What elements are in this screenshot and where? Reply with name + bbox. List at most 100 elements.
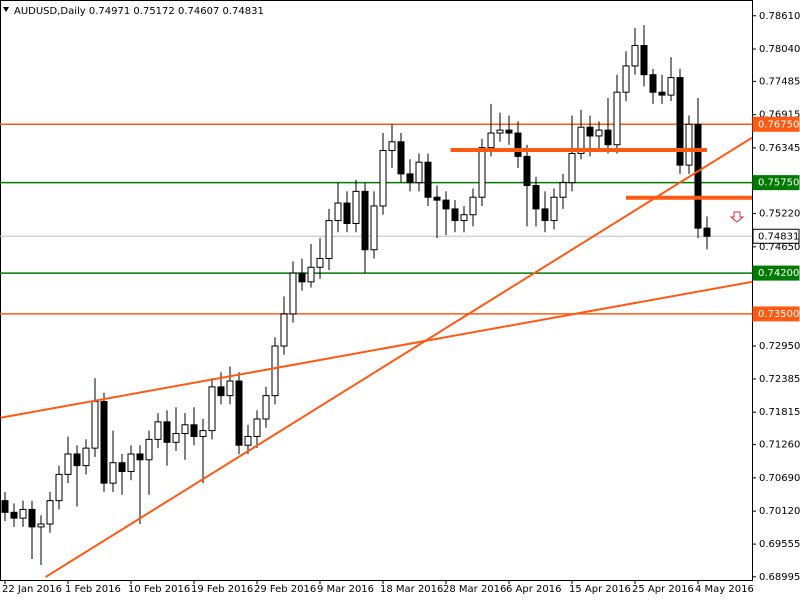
candle-body [550, 196, 558, 222]
sell-arrow [729, 211, 745, 223]
candle-body [640, 45, 648, 76]
candle-body [442, 199, 450, 210]
candle-body [676, 77, 684, 166]
price-tag-label: 0.75750 [758, 178, 799, 189]
candle-body [145, 438, 153, 461]
candle-body [127, 453, 135, 472]
candle-body [190, 424, 198, 437]
candle-body [622, 65, 630, 93]
candle-body [334, 202, 342, 222]
y-tick-label: 0.76915 [759, 110, 800, 121]
plot-frame [0, 0, 753, 581]
candle-body [307, 266, 315, 283]
candle-body [298, 272, 306, 283]
candle-body [523, 155, 531, 187]
candle-body [118, 462, 126, 472]
y-tick-label: 0.78040 [759, 44, 800, 55]
candle-body [109, 462, 117, 484]
plot-area [0, 25, 752, 578]
candle-body [379, 150, 387, 207]
price-tag-label: 0.74831 [758, 231, 799, 242]
candle-body [424, 161, 432, 198]
candle-body [469, 196, 477, 216]
candle-body [37, 523, 45, 528]
candle-body [388, 141, 396, 152]
x-tick-label: 10 Feb 2016 [128, 584, 190, 595]
x-tick-label: 4 May 2016 [695, 584, 754, 595]
y-tick-label: 0.72385 [759, 374, 800, 385]
candle-body [685, 123, 693, 166]
candle-body [46, 500, 54, 525]
x-tick-label: 18 Mar 2016 [380, 584, 443, 595]
candle-body [451, 208, 459, 222]
y-tick-label: 0.72950 [759, 341, 800, 352]
y-tick-label: 0.74650 [759, 242, 800, 253]
price-tag [752, 228, 800, 244]
x-tick-label: 6 Apr 2016 [506, 584, 561, 595]
candle-body [64, 453, 72, 475]
candle-body [370, 205, 378, 251]
candle-body [532, 185, 540, 210]
candle-body [586, 126, 594, 137]
price-tag-label: 0.76750 [758, 119, 799, 130]
candle-body [199, 430, 207, 437]
y-tick-label: 0.75220 [759, 209, 800, 220]
candle-body [649, 74, 657, 93]
chart-title: AUDUSD,Daily 0.74971 0.75172 0.74607 0.7… [14, 6, 264, 17]
title-arrow [3, 7, 9, 12]
price-tag [752, 116, 800, 132]
candle-body [496, 129, 504, 134]
candle-body [91, 400, 99, 449]
y-tick-label: 0.78610 [759, 11, 800, 22]
price-tag [752, 175, 800, 191]
candle-body [514, 132, 522, 157]
candle-body [352, 190, 360, 224]
price-tag-label: 0.73500 [758, 309, 799, 320]
candle-body [487, 132, 495, 149]
candle-body [289, 272, 297, 315]
price-tag [752, 265, 800, 281]
candle-body [226, 380, 234, 397]
candle-body [136, 453, 144, 461]
candle-body [235, 380, 243, 446]
candle-body [82, 447, 90, 467]
candle-body [208, 386, 216, 432]
candle-body [316, 257, 324, 268]
candle-body [244, 435, 252, 446]
candle-body [505, 129, 513, 134]
candle-body [154, 421, 162, 440]
candle-body [694, 123, 702, 229]
candle-body [28, 508, 36, 528]
x-tick-label: 9 Mar 2016 [317, 584, 374, 595]
candle-body [217, 386, 225, 397]
y-tick-label: 0.76345 [759, 143, 800, 154]
candle-body [604, 129, 612, 146]
trendline [0, 280, 752, 419]
x-tick-label: 28 Mar 2016 [443, 584, 506, 595]
candle-body [631, 45, 639, 67]
x-tick-label: 1 Feb 2016 [65, 584, 121, 595]
candle-body [10, 511, 18, 519]
x-tick-label: 22 Jan 2016 [2, 584, 62, 595]
candle-body [433, 196, 441, 201]
candle-body [478, 147, 486, 198]
candle-body [613, 91, 621, 146]
x-tick-label: 15 Apr 2016 [569, 584, 631, 595]
candle-body [1, 500, 9, 513]
price-tag [752, 306, 800, 322]
candle-body [577, 126, 585, 154]
y-tick-label: 0.70120 [759, 506, 800, 517]
candle-body [181, 424, 189, 435]
candle-body [73, 453, 81, 467]
y-tick-label: 0.71815 [759, 407, 800, 418]
x-tick-label: 19 Feb 2016 [191, 584, 253, 595]
trendline [44, 136, 752, 578]
candle-body [703, 227, 711, 237]
candle-body [19, 508, 27, 519]
candle-body [361, 190, 369, 251]
candle-body [397, 141, 405, 175]
price-tag-label: 0.74200 [758, 268, 799, 279]
candle-body [262, 395, 270, 420]
y-tick-label: 0.69555 [759, 539, 800, 550]
